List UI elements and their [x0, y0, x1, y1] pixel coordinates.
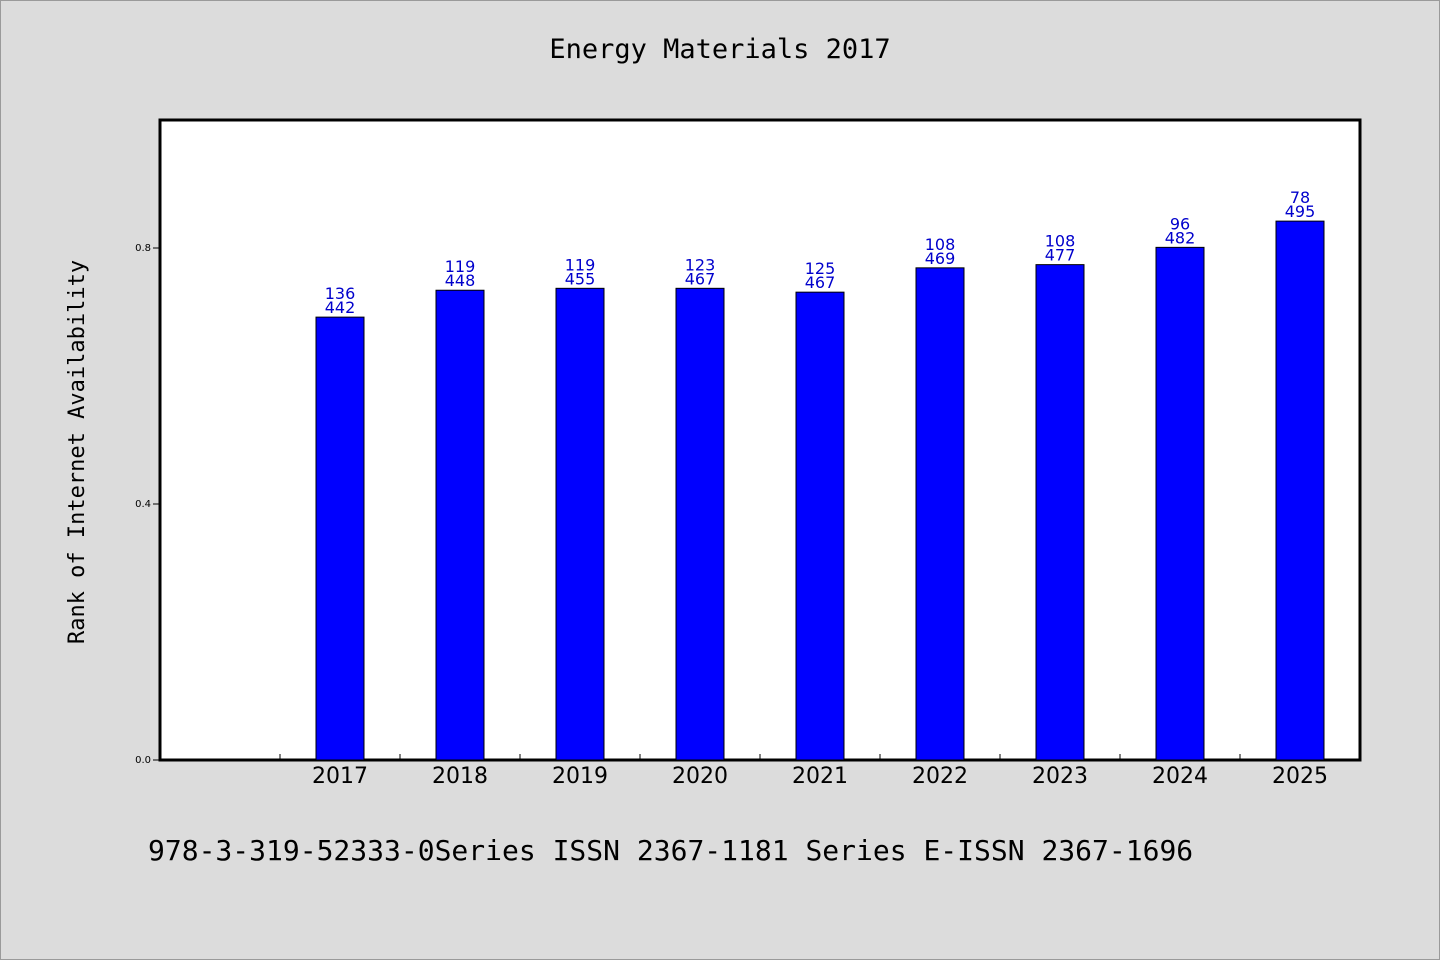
- bar: [555, 287, 605, 761]
- bar-label-bottom: 442: [325, 298, 356, 317]
- x-tick-label: 2020: [672, 764, 728, 789]
- bar: [315, 316, 365, 761]
- bar-label-top: 119: [445, 257, 476, 276]
- bar-label-bottom: 448: [445, 271, 476, 290]
- y-axis-label: Rank of Internet Availability: [65, 260, 90, 644]
- bar-label-bottom: 495: [1285, 202, 1316, 221]
- bar-label-bottom: 467: [685, 269, 716, 288]
- x-tick-label: 2021: [792, 764, 848, 789]
- y-tick-label: 0.8: [135, 243, 151, 254]
- bar-label-bottom: 469: [925, 249, 956, 268]
- bar: [1155, 246, 1205, 761]
- footer-isbn-issn: 978-3-319-52333-0Series ISSN 2367-1181 S…: [148, 834, 1194, 867]
- x-tick-label: 2017: [312, 764, 368, 789]
- bar: [915, 267, 965, 761]
- bar: [795, 291, 845, 761]
- bar-label-top: 108: [1045, 232, 1076, 251]
- x-tick-label: 2019: [552, 764, 608, 789]
- y-tick-label: 0.0: [135, 755, 151, 766]
- bar: [1035, 264, 1085, 761]
- bar-label-top: 108: [925, 235, 956, 254]
- bar-label-bottom: 455: [565, 269, 596, 288]
- x-tick-label: 2022: [912, 764, 968, 789]
- bar-label-top: 96: [1170, 214, 1190, 233]
- bar: [675, 287, 725, 761]
- bar: [435, 289, 485, 761]
- y-tick-label: 0.4: [135, 499, 151, 510]
- x-tick-label: 2023: [1032, 764, 1088, 789]
- bar-label-top: 78: [1290, 188, 1310, 207]
- x-tick-label: 2024: [1152, 764, 1208, 789]
- bar: [1275, 220, 1325, 761]
- bar-label-bottom: 467: [805, 273, 836, 292]
- chart-title: Energy Materials 2017: [549, 34, 891, 65]
- bar-label-bottom: 477: [1045, 246, 1076, 265]
- x-tick-label: 2025: [1272, 764, 1328, 789]
- x-tick-label: 2018: [432, 764, 488, 789]
- bar-label-top: 136: [325, 284, 356, 303]
- bar-label-bottom: 482: [1165, 228, 1196, 247]
- bar-label-top: 125: [805, 259, 836, 278]
- bar-label-top: 123: [685, 255, 716, 274]
- bar-label-top: 119: [565, 255, 596, 274]
